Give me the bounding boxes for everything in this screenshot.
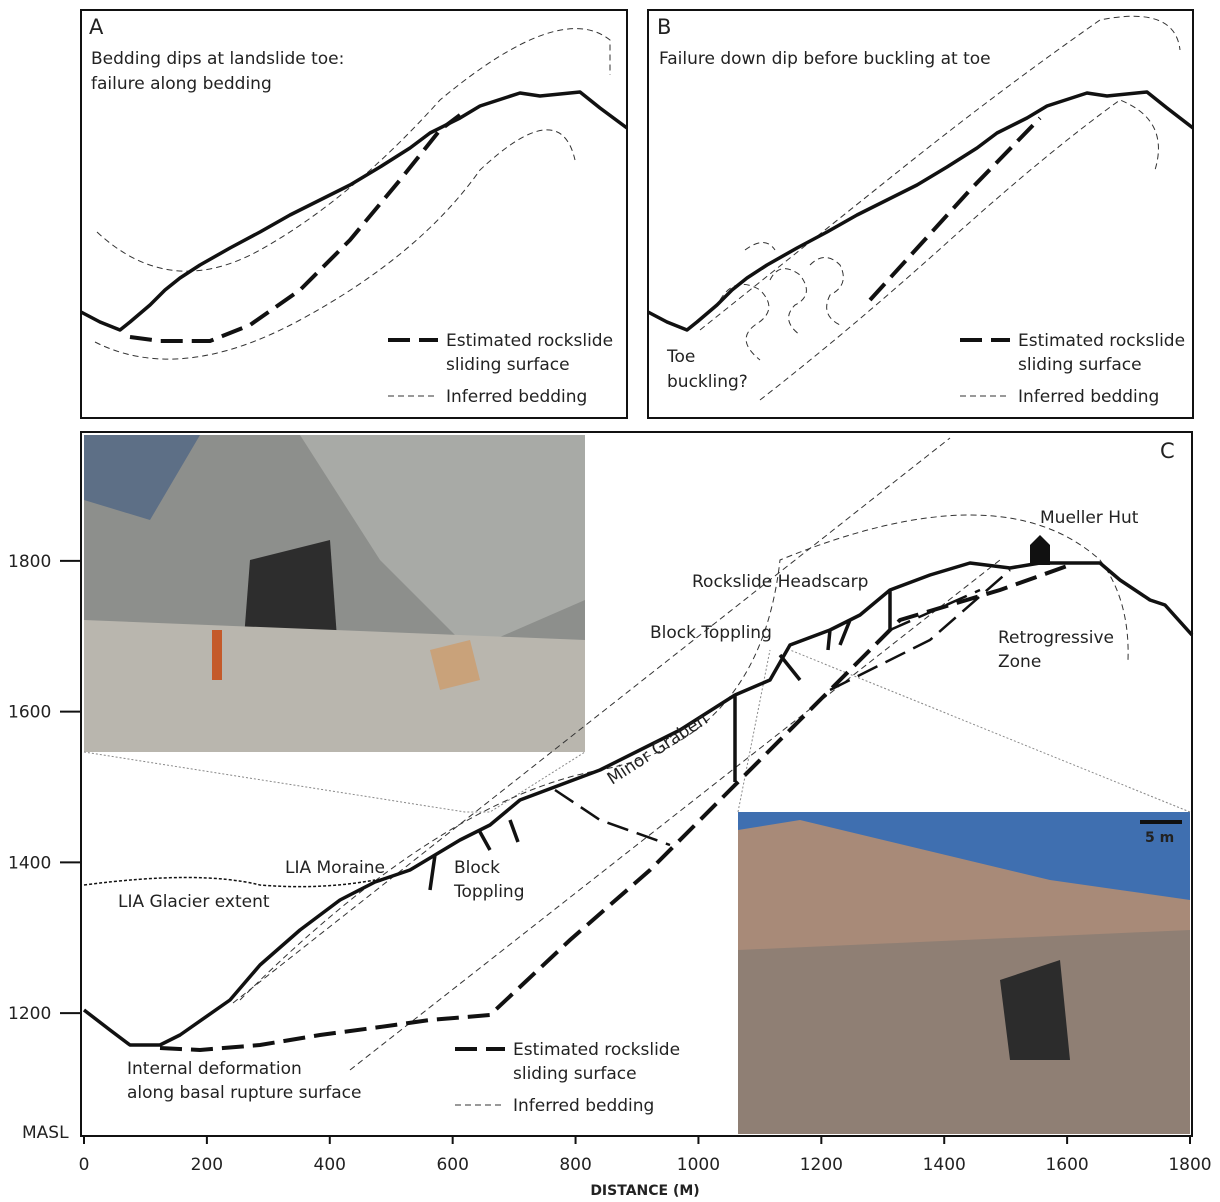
panel-title: Bedding dips at landslide toe: <box>91 49 344 69</box>
panel-title: Failure down dip before buckling at toe <box>659 49 991 69</box>
panel-c: 5 m Mueller Hut Rockslide Headscarp Bloc… <box>22 432 1192 1198</box>
legend-label: sliding surface <box>1018 355 1142 375</box>
annotation: Toppling <box>453 882 525 902</box>
panel-label: A <box>89 15 104 39</box>
panel-label: B <box>657 15 671 39</box>
bedding <box>95 130 575 359</box>
x-tick-label: 200 <box>191 1155 223 1175</box>
annotation: Block Toppling <box>650 623 772 643</box>
x-tick-label: 1600 <box>1045 1155 1088 1175</box>
photo-outcrop: 5 m <box>738 812 1190 1134</box>
legend-label: Inferred bedding <box>513 1096 654 1116</box>
ground-profile <box>648 92 1193 330</box>
x-tick-label: 800 <box>559 1155 591 1175</box>
panel-title: failure along bedding <box>91 74 272 94</box>
annotation: Minor Graben <box>604 709 712 789</box>
axis-title: DISTANCE (M) <box>590 1183 699 1198</box>
hut-icon <box>1030 535 1050 565</box>
photo-boulders <box>84 435 585 752</box>
x-tick-label: 1400 <box>923 1155 966 1175</box>
panel-a: A Bedding dips at landslide toe: failure… <box>81 10 627 418</box>
legend-label: Inferred bedding <box>446 387 587 407</box>
ground-profile <box>81 92 627 330</box>
x-tick-label: 1200 <box>800 1155 843 1175</box>
legend-label: Inferred bedding <box>1018 387 1159 407</box>
panel-b: B Failure down dip before buckling at to… <box>648 10 1193 418</box>
legend-label: sliding surface <box>446 355 570 375</box>
annotation: LIA Glacier extent <box>118 892 270 912</box>
annotation: Toe <box>666 347 695 367</box>
sliding-surface <box>870 118 1040 300</box>
annotation: along basal rupture surface <box>127 1083 361 1103</box>
annotation: Retrogressive <box>998 628 1114 648</box>
x-tick-label: 0 <box>79 1155 90 1175</box>
x-tick-label: 1000 <box>677 1155 720 1175</box>
x-tick-label: 1800 <box>1168 1155 1211 1175</box>
annotation: Mueller Hut <box>1040 508 1139 528</box>
annotation: Block <box>454 858 500 878</box>
panel-label: C <box>1160 439 1175 463</box>
annotation: LIA Moraine <box>285 858 385 878</box>
legend-label: Estimated rockslide <box>1018 331 1185 351</box>
legend-label: Estimated rockslide <box>513 1040 680 1060</box>
x-tick-label: 600 <box>436 1155 468 1175</box>
scale-label: 5 m <box>1145 830 1174 846</box>
legend-label: Estimated rockslide <box>446 331 613 351</box>
y-tick-label: 1800 <box>8 552 51 572</box>
glacier-extent <box>84 878 375 887</box>
y-tick-label: 1400 <box>8 853 51 873</box>
figure: A Bedding dips at landslide toe: failure… <box>0 0 1220 1198</box>
axis-title: MASL <box>22 1123 69 1143</box>
y-tick-label: 1200 <box>8 1004 51 1024</box>
annotation: Rockslide Headscarp <box>692 572 868 592</box>
legend-label: sliding surface <box>513 1064 637 1084</box>
x-tick-label: 400 <box>314 1155 346 1175</box>
sliding-surface <box>555 570 1010 845</box>
annotation: buckling? <box>667 372 748 392</box>
annotation: Zone <box>998 652 1041 672</box>
buckling-folds <box>720 243 843 361</box>
annotation: Internal deformation <box>127 1059 302 1079</box>
y-tick-label: 1600 <box>8 703 51 723</box>
